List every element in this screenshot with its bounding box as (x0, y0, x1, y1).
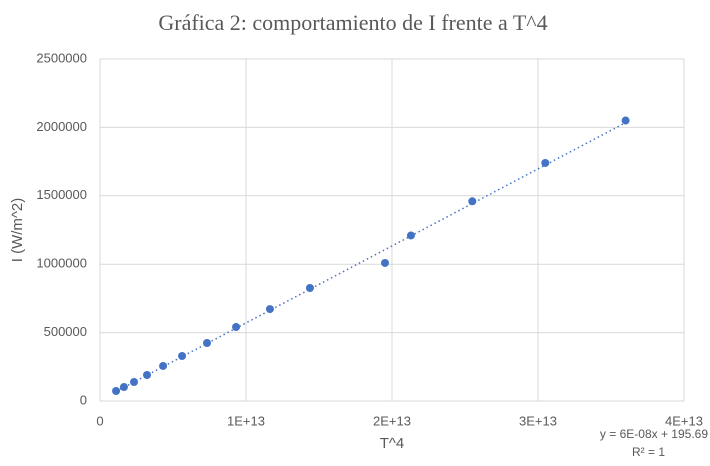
x-tick-label: 0 (96, 413, 103, 428)
point (119, 383, 128, 392)
point (178, 351, 187, 360)
x-tick-label: 3E+13 (519, 413, 557, 428)
y-tick-label: 2000000 (36, 119, 87, 134)
y-tick-label: 1500000 (36, 187, 87, 202)
y-tick-label: 0 (80, 392, 87, 407)
x-tick-label: 4E+13 (665, 413, 703, 428)
x-tick-label: 1E+13 (227, 413, 265, 428)
point (380, 258, 389, 267)
point (468, 197, 477, 206)
y-tick-label: 1000000 (36, 256, 87, 271)
point (112, 387, 121, 396)
trendline (115, 122, 626, 393)
y-axis-title: I (W/m^2) (9, 198, 26, 263)
y-tick-label: 500000 (44, 324, 87, 339)
point (143, 371, 152, 380)
point (265, 305, 274, 314)
trendline-equation: y = 6E-08x + 195.69 (600, 427, 708, 441)
y-tick-label: 2500000 (36, 50, 87, 65)
x-axis-title: T^4 (380, 435, 405, 452)
point (305, 284, 314, 293)
point (541, 158, 550, 167)
x-tick-label: 2E+13 (373, 413, 411, 428)
point (159, 361, 168, 370)
trendline-r-squared: R² = 1 (632, 445, 665, 459)
point (130, 377, 139, 386)
point (621, 116, 630, 125)
point (203, 338, 212, 347)
chart-title: Gráfica 2: comportamiento de I frente a … (158, 10, 547, 35)
point (232, 322, 241, 331)
point (406, 231, 415, 240)
